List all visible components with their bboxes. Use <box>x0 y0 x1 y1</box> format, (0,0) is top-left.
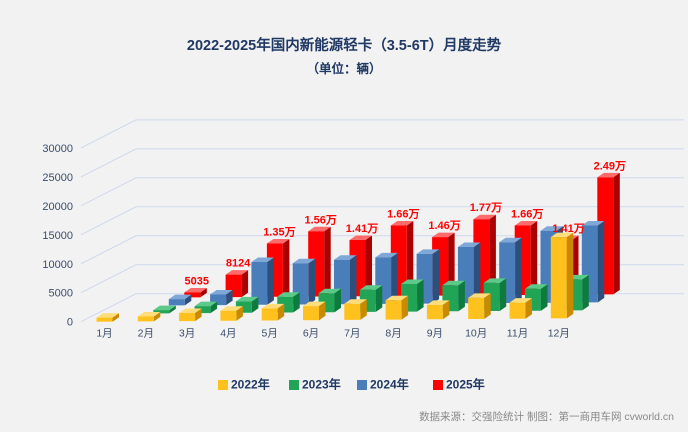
svg-text:0: 0 <box>67 317 73 329</box>
svg-text:8月: 8月 <box>385 328 401 340</box>
svg-text:12月: 12月 <box>548 328 570 340</box>
svg-text:2024年: 2024年 <box>370 377 409 392</box>
svg-text:1.46万: 1.46万 <box>428 219 460 232</box>
svg-text:5月: 5月 <box>262 328 278 340</box>
svg-text:1.41万: 1.41万 <box>346 222 378 235</box>
svg-text:25000: 25000 <box>42 172 73 184</box>
svg-text:20000: 20000 <box>42 201 73 213</box>
svg-text:2月: 2月 <box>138 328 154 340</box>
svg-text:2022年: 2022年 <box>231 377 270 392</box>
svg-text:15000: 15000 <box>42 230 73 242</box>
svg-text:1月: 1月 <box>96 328 112 340</box>
svg-text:5000: 5000 <box>49 288 73 300</box>
svg-text:1.35万: 1.35万 <box>263 226 295 239</box>
svg-text:5035: 5035 <box>185 276 209 288</box>
svg-text:2025年: 2025年 <box>446 377 485 392</box>
svg-text:4月: 4月 <box>220 328 236 340</box>
svg-text:2.49万: 2.49万 <box>594 159 626 172</box>
svg-text:11月: 11月 <box>507 328 528 340</box>
svg-text:1.66万: 1.66万 <box>387 208 419 221</box>
svg-text:1.41万: 1.41万 <box>552 222 584 235</box>
svg-text:3月: 3月 <box>179 328 195 340</box>
svg-text:30000: 30000 <box>42 143 73 155</box>
svg-text:6月: 6月 <box>303 328 319 340</box>
svg-text:9月: 9月 <box>427 328 443 340</box>
svg-text:1.66万: 1.66万 <box>511 208 543 221</box>
svg-text:1.77万: 1.77万 <box>470 201 502 214</box>
svg-text:10000: 10000 <box>42 259 73 271</box>
svg-text:10月: 10月 <box>465 328 487 340</box>
svg-text:7月: 7月 <box>344 328 360 340</box>
svg-text:1.56万: 1.56万 <box>304 213 336 226</box>
svg-text:8124: 8124 <box>226 258 251 270</box>
svg-text:2023年: 2023年 <box>302 377 341 392</box>
